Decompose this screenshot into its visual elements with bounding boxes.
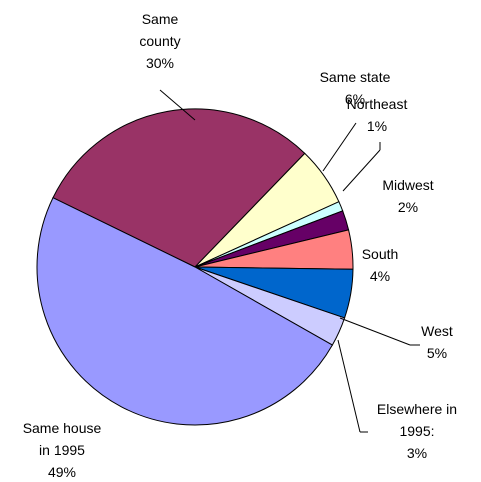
leader-line (159, 89, 196, 121)
value-label: 4% (369, 268, 391, 284)
slice-label: Same state 6% (300, 66, 410, 110)
value-label: 49% (47, 464, 77, 480)
value-label: 3% (406, 445, 428, 461)
category-label: Elsewhere in 1995: (376, 401, 458, 439)
category-label: Same house in 1995 (22, 420, 102, 458)
slice (52, 108, 306, 268)
slice-label: South 4% (350, 243, 410, 287)
slice-label: Northeast 1% (332, 93, 422, 137)
leader-line (342, 149, 381, 192)
category-label: South (361, 246, 399, 262)
value-label: 5% (426, 345, 448, 361)
leader-line (337, 339, 361, 433)
slice-label: Midwest 2% (368, 174, 448, 218)
slice-label: West 5% (407, 320, 467, 364)
slice-label: Elsewhere in 1995: 3% (367, 398, 467, 464)
slice-label: Same house in 1995 49% (17, 417, 107, 482)
category-label: West (421, 323, 453, 339)
slices (36, 108, 354, 426)
category-label: Same county (139, 11, 181, 49)
leader-line (339, 317, 411, 346)
slice-label: Same county 30% (125, 8, 195, 74)
category-label: Same state (319, 69, 391, 85)
value-label: 30% (145, 55, 175, 71)
leader-line (322, 122, 357, 172)
value-label: 1% (366, 118, 388, 134)
slice (36, 197, 334, 426)
value-label: 2% (397, 199, 419, 215)
category-label: Northeast (346, 96, 408, 112)
leader-lines (159, 89, 420, 433)
category-label: Midwest (382, 177, 434, 193)
value-label: 6% (344, 91, 366, 107)
